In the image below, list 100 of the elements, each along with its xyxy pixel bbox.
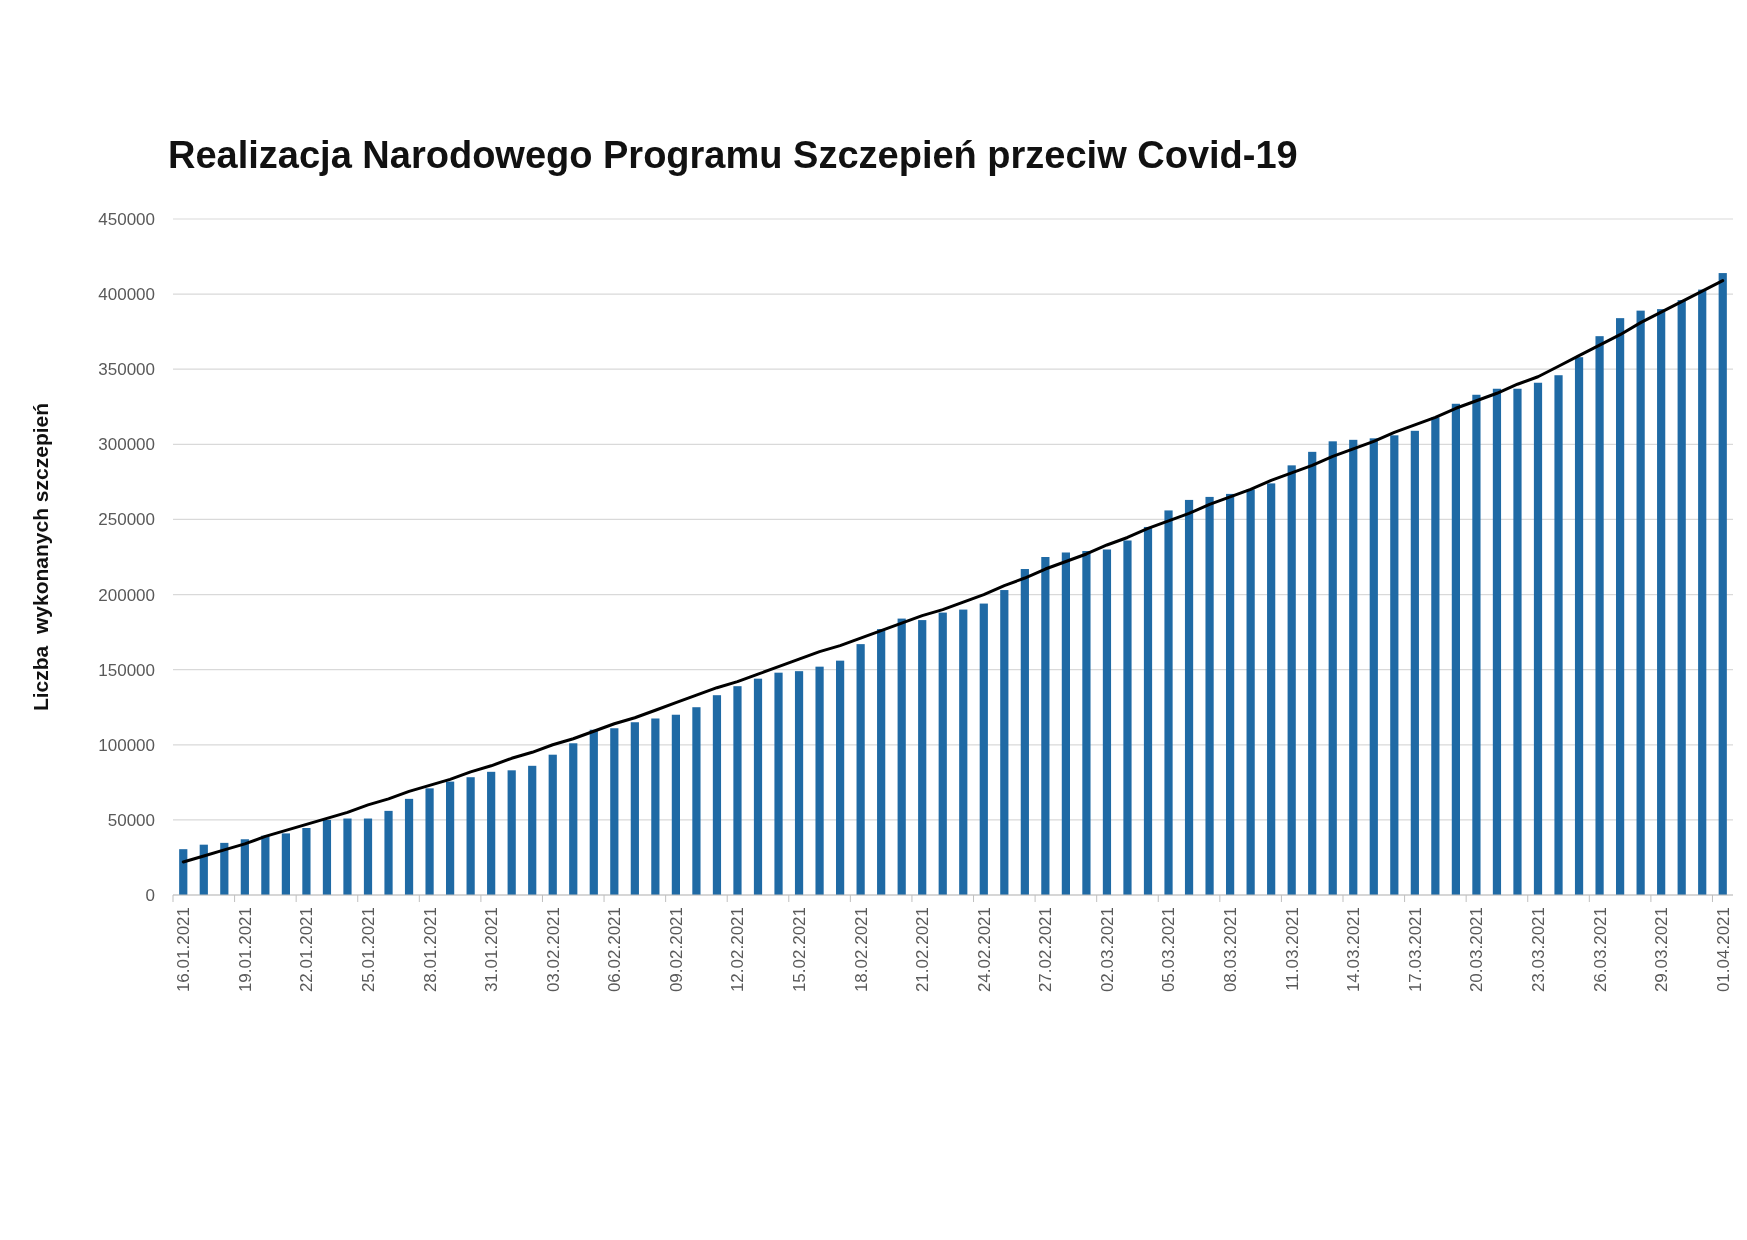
bar	[1718, 273, 1727, 895]
bar	[1513, 388, 1522, 895]
bar	[1616, 318, 1625, 895]
bar	[569, 743, 578, 895]
bar	[1410, 430, 1419, 895]
bar	[446, 781, 455, 895]
bar	[836, 660, 845, 895]
x-tick-label: 26.03.2021	[1590, 907, 1610, 993]
bar	[1308, 451, 1317, 895]
bar	[1492, 388, 1502, 895]
bar	[1657, 309, 1666, 895]
x-tick-label: 18.02.2021	[851, 907, 871, 993]
bar	[240, 839, 249, 895]
bar	[384, 810, 393, 895]
y-tick-label: 200000	[98, 585, 155, 605]
y-tick-label: 0	[145, 885, 155, 905]
bar	[794, 671, 804, 895]
bar	[302, 828, 311, 895]
bar	[938, 612, 947, 895]
line-series	[181, 279, 1725, 864]
bar	[753, 678, 763, 895]
bar	[1431, 417, 1440, 895]
x-tick-label: 01.04.2021	[1713, 907, 1733, 993]
bar	[1061, 552, 1070, 895]
bar	[343, 818, 352, 895]
y-tick-label: 400000	[98, 285, 155, 305]
bar	[1369, 438, 1378, 895]
y-tick-label: 250000	[98, 510, 155, 530]
x-tick-label: 27.02.2021	[1036, 907, 1056, 993]
bar	[1205, 496, 1214, 895]
bar	[1267, 483, 1276, 895]
x-tick-label: 05.03.2021	[1159, 907, 1179, 993]
bar	[1123, 540, 1132, 895]
x-tick-label: 22.01.2021	[297, 907, 317, 993]
x-tick-label: 03.02.2021	[543, 907, 563, 993]
y-tick-label: 150000	[98, 660, 155, 680]
y-tick-label: 300000	[98, 435, 155, 455]
y-tick-label: 100000	[98, 735, 155, 755]
x-tick-label: 08.03.2021	[1221, 907, 1241, 993]
bar	[1451, 403, 1460, 895]
bar	[1554, 375, 1563, 895]
bar	[1574, 357, 1584, 895]
bar	[1595, 336, 1604, 895]
bar	[1102, 549, 1112, 895]
bar	[487, 771, 496, 895]
bar	[1677, 300, 1686, 895]
x-tick-label: 23.03.2021	[1528, 907, 1548, 993]
x-tick-label: 31.01.2021	[482, 907, 502, 993]
bar	[1472, 394, 1481, 895]
x-tick-label: 02.03.2021	[1097, 907, 1117, 993]
x-tick-label: 29.03.2021	[1652, 907, 1672, 993]
y-axis-title: Liczba wykonanych szczepień	[29, 402, 52, 712]
x-tick-label: 28.01.2021	[420, 907, 440, 993]
bar	[918, 620, 927, 895]
x-tick-label: 17.03.2021	[1405, 907, 1425, 993]
bar	[1698, 289, 1707, 895]
bar	[1246, 489, 1255, 895]
x-tick-label: 06.02.2021	[605, 907, 625, 993]
x-tick-label: 20.03.2021	[1467, 907, 1487, 993]
bar	[630, 722, 639, 895]
bar	[322, 819, 332, 895]
x-tick-label: 12.02.2021	[728, 907, 748, 993]
bar	[897, 618, 906, 895]
bar	[1082, 550, 1091, 895]
bar	[1020, 569, 1029, 895]
x-tick-label: 19.01.2021	[235, 907, 255, 993]
bar	[959, 609, 968, 895]
x-tick-label: 11.03.2021	[1282, 907, 1302, 991]
bar	[774, 672, 783, 895]
y-tick-label: 50000	[107, 810, 155, 830]
bar	[692, 707, 701, 895]
bar	[651, 718, 660, 895]
bar	[363, 818, 373, 895]
bar	[1184, 499, 1194, 895]
bar	[1533, 382, 1543, 895]
bar	[1328, 441, 1337, 895]
bar	[1164, 510, 1173, 895]
chart-title: Realizacja Narodowego Programu Szczepień przeciw Covid-19	[168, 134, 1298, 176]
bar	[671, 714, 680, 895]
bar	[528, 765, 537, 895]
bar	[733, 686, 742, 895]
x-tick-label: 24.02.2021	[974, 907, 994, 993]
bar	[281, 833, 290, 895]
x-tick-label: 25.01.2021	[358, 907, 378, 993]
bar	[507, 770, 516, 895]
y-tick-label: 350000	[98, 360, 155, 380]
x-tick-label: 21.02.2021	[913, 907, 933, 993]
bar	[1636, 310, 1645, 895]
bar	[979, 603, 988, 895]
bar	[179, 849, 188, 895]
bar	[1000, 590, 1009, 895]
bar	[610, 728, 619, 895]
bar	[1143, 526, 1153, 895]
bar	[404, 798, 414, 895]
bar	[1226, 493, 1235, 895]
bar	[1041, 557, 1050, 895]
bar	[1390, 435, 1399, 895]
y-tick-label: 450000	[98, 209, 155, 229]
bar	[1287, 465, 1296, 895]
bar	[466, 777, 475, 895]
